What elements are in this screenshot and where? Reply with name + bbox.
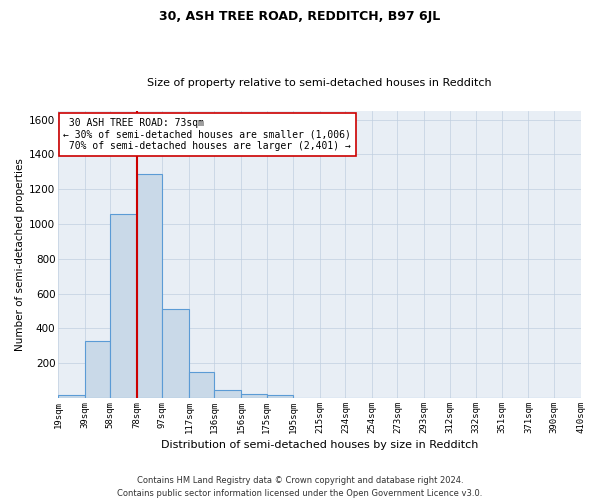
- Bar: [189, 372, 214, 398]
- Bar: [163, 310, 189, 398]
- Text: 30 ASH TREE ROAD: 73sqm
← 30% of semi-detached houses are smaller (1,006)
 70% o: 30 ASH TREE ROAD: 73sqm ← 30% of semi-de…: [64, 118, 351, 152]
- Bar: [214, 390, 241, 398]
- Bar: [241, 394, 266, 398]
- Bar: [110, 214, 137, 398]
- Text: Contains HM Land Registry data © Crown copyright and database right 2024.
Contai: Contains HM Land Registry data © Crown c…: [118, 476, 482, 498]
- Title: Size of property relative to semi-detached houses in Redditch: Size of property relative to semi-detach…: [147, 78, 491, 88]
- X-axis label: Distribution of semi-detached houses by size in Redditch: Distribution of semi-detached houses by …: [161, 440, 478, 450]
- Bar: [85, 340, 110, 398]
- Y-axis label: Number of semi-detached properties: Number of semi-detached properties: [15, 158, 25, 351]
- Bar: [266, 396, 293, 398]
- Text: 30, ASH TREE ROAD, REDDITCH, B97 6JL: 30, ASH TREE ROAD, REDDITCH, B97 6JL: [160, 10, 440, 23]
- Bar: [137, 174, 163, 398]
- Bar: [58, 394, 85, 398]
